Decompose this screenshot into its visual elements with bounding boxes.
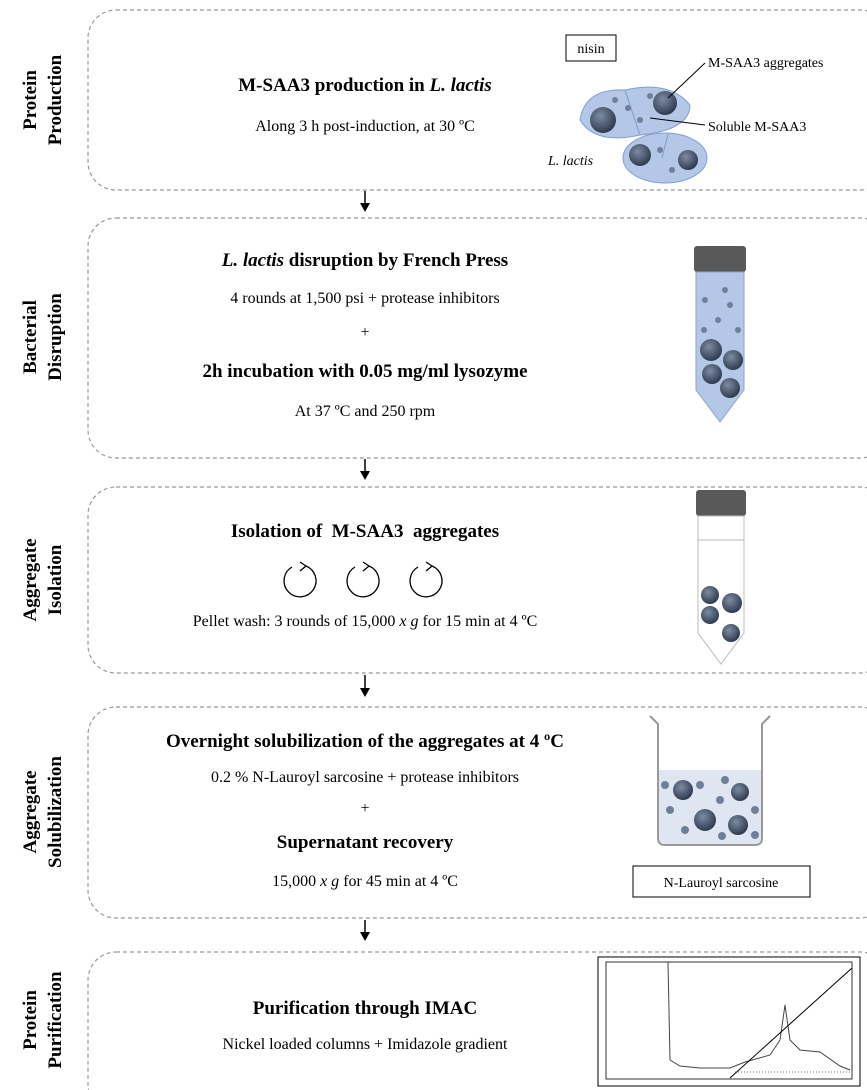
figure-label: M-SAA3 aggregates [708, 56, 823, 71]
plus: + [360, 800, 369, 817]
stage-title: M-SAA3 production in L. lactis [238, 75, 492, 96]
stage-detail: 15,000 x g for 45 min at 4 ºC [272, 873, 458, 890]
side-labels: Protein Production Bacterial Disruption … [20, 54, 66, 1068]
stage-detail: Along 3 h post-induction, at 30 ºC [255, 118, 475, 135]
text-run: L. lactis [428, 75, 491, 96]
stage-detail: Pellet wash: 3 rounds of 15,000 x g for … [193, 613, 538, 630]
text-run: disruption by French Press [284, 250, 508, 271]
text-run: for 15 min at 4 ºC [419, 613, 538, 630]
figure-label: Soluble M-SAA3 [708, 120, 806, 135]
plus: + [360, 324, 369, 341]
text-run: L. lactis [221, 250, 284, 271]
figure-label: nisin [577, 42, 604, 57]
stage-label: Protein [20, 990, 41, 1050]
stage-detail: At 37 ºC and 250 rpm [295, 403, 436, 420]
workflow-diagram: Protein Production Bacterial Disruption … [0, 0, 867, 1090]
stage-label: Disruption [45, 293, 66, 381]
stage-title: 2h incubation with 0.05 mg/ml lysozyme [202, 361, 527, 382]
stage-detail: Nickel loaded columns + Imidazole gradie… [223, 1036, 508, 1053]
chromatogram-figure [598, 957, 860, 1086]
text-run: x g [319, 873, 339, 890]
stage-title: Purification through IMAC [253, 998, 477, 1019]
stage-label: Aggregate [20, 770, 41, 853]
text-run: x g [398, 613, 418, 630]
stage-title: Overnight solubilization of the aggregat… [166, 731, 564, 752]
stage-label: Bacterial [20, 300, 41, 374]
tube-figure [696, 490, 746, 664]
text-run: Pellet wash: 3 rounds of 15,000 [193, 613, 400, 630]
figure-label: L. lactis [547, 154, 594, 169]
stage-box [88, 487, 867, 673]
stage-detail: 4 rounds at 1,500 psi + protease inhibit… [230, 290, 499, 307]
centrifuge-icons [284, 562, 442, 597]
text-run: M-SAA3 production in [238, 75, 429, 96]
text-run: for 45 min at 4 ºC [339, 873, 458, 890]
stage-title: L. lactis disruption by French Press [221, 250, 508, 271]
stage-label: Solubilization [45, 756, 66, 868]
stage-title: Supernatant recovery [277, 832, 454, 853]
stage-label: Aggregate [20, 538, 41, 621]
stage-label: Production [45, 54, 66, 145]
stage-label: Isolation [45, 544, 66, 615]
stage-detail: 0.2 % N-Lauroyl sarcosine + protease inh… [211, 769, 519, 786]
stage-label: Protein [20, 70, 41, 130]
text-run: 15,000 [272, 873, 320, 890]
stage-label: Purification [45, 971, 66, 1069]
figure-label: N-Lauroyl sarcosine [664, 876, 779, 891]
stage-title: Isolation of M-SAA3 aggregates [231, 521, 499, 542]
stage-box [88, 10, 867, 190]
beaker-figure: N-Lauroyl sarcosine [633, 716, 810, 897]
tube-figure [694, 246, 746, 422]
cells-figure: nisin M-SAA3 aggregates Soluble M-SAA3 L… [547, 35, 823, 183]
